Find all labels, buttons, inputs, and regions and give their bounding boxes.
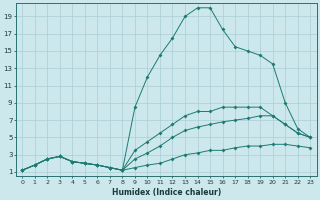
X-axis label: Humidex (Indice chaleur): Humidex (Indice chaleur) <box>112 188 221 197</box>
